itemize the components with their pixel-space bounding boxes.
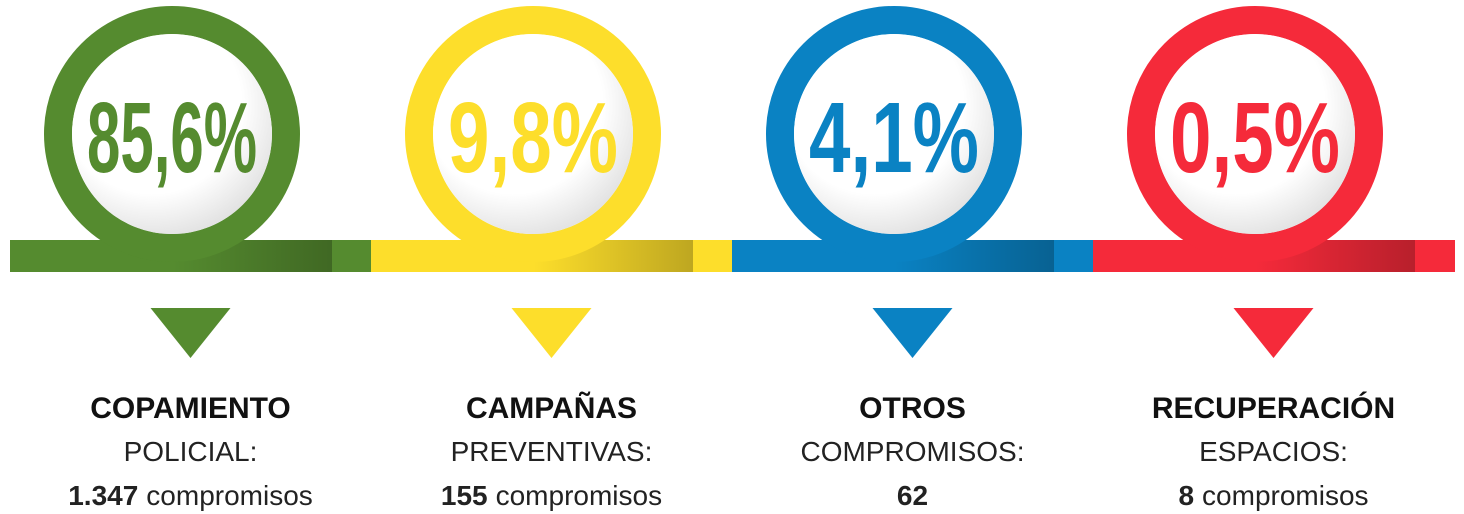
percent: 4,1% [809, 82, 979, 194]
percent: 0,5% [1170, 82, 1340, 194]
pointer-triangle [872, 308, 953, 358]
items: 85,6% COPAMIENTO POLICIAL: 1.347 compromisos… [10, 6, 1455, 511]
count-unit: compromisos [496, 480, 662, 511]
ring [1127, 6, 1383, 262]
count-number: 8 [1178, 480, 1194, 511]
item-subtitle: PREVENTIVAS: [451, 436, 653, 467]
item-title: COPAMIENTO [90, 392, 291, 425]
percent: 9,8% [448, 82, 618, 194]
item-subtitle: POLICIAL: [124, 436, 258, 467]
count-unit: compromisos [146, 480, 312, 511]
count-number: 1.347 [68, 480, 138, 511]
count-number: 62 [897, 480, 928, 511]
item-count: 1.347 compromisos [68, 480, 313, 511]
ring-inner [433, 34, 633, 234]
item: 85,6% COPAMIENTO POLICIAL: 1.347 compromisos [10, 6, 372, 511]
count-number: 155 [441, 480, 488, 511]
item-count: 62 [897, 480, 928, 511]
item-count: 8 compromisos [1178, 480, 1368, 511]
item-title: RECUPERACIÓN [1152, 391, 1395, 425]
item-title: OTROS [859, 392, 966, 425]
item: 0,5% RECUPERACIÓN ESPACIOS:8 compromisos [1093, 6, 1455, 511]
item: 9,8% CAMPAÑAS PREVENTIVAS: 155 compromisos [371, 6, 733, 511]
ring-inner [794, 34, 994, 234]
item-title: CAMPAÑAS [466, 391, 637, 425]
count-unit: compromisos [1202, 480, 1368, 511]
ring-inner [1155, 34, 1355, 234]
ring [405, 6, 661, 262]
ring [766, 6, 1022, 262]
percent: 85,6% [87, 82, 257, 194]
item-count: 155 compromisos [441, 480, 662, 511]
pointer-triangle [1233, 308, 1314, 358]
item-subtitle: COMPROMISOS: [800, 436, 1024, 467]
ring-inner [72, 34, 272, 234]
pointer-triangle [150, 308, 231, 358]
item-subtitle: ESPACIOS: [1199, 436, 1348, 467]
item: 4,1% OTROS COMPROMISOS: 62 [732, 6, 1094, 511]
pointer-triangle [511, 308, 592, 358]
ring [44, 6, 300, 262]
